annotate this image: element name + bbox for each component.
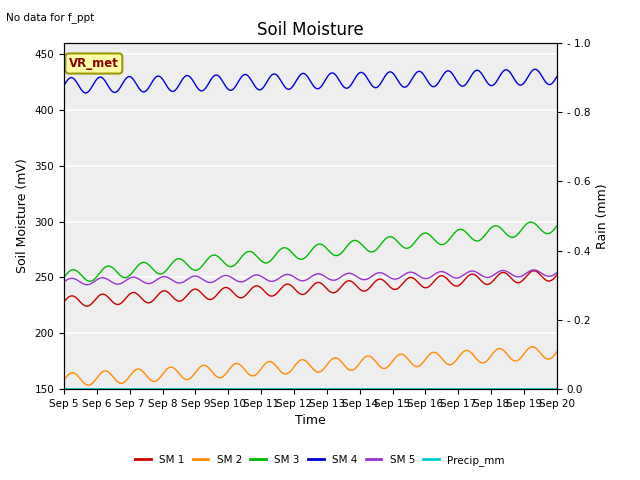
Legend: SM 1, SM 2, SM 3, SM 4, SM 5, Precip_mm: SM 1, SM 2, SM 3, SM 4, SM 5, Precip_mm	[131, 451, 509, 470]
Y-axis label: Soil Moisture (mV): Soil Moisture (mV)	[16, 158, 29, 274]
Title: Soil Moisture: Soil Moisture	[257, 21, 364, 39]
Text: VR_met: VR_met	[69, 57, 119, 70]
Y-axis label: Rain (mm): Rain (mm)	[596, 183, 609, 249]
X-axis label: Time: Time	[295, 414, 326, 427]
Text: No data for f_ppt: No data for f_ppt	[6, 12, 95, 23]
